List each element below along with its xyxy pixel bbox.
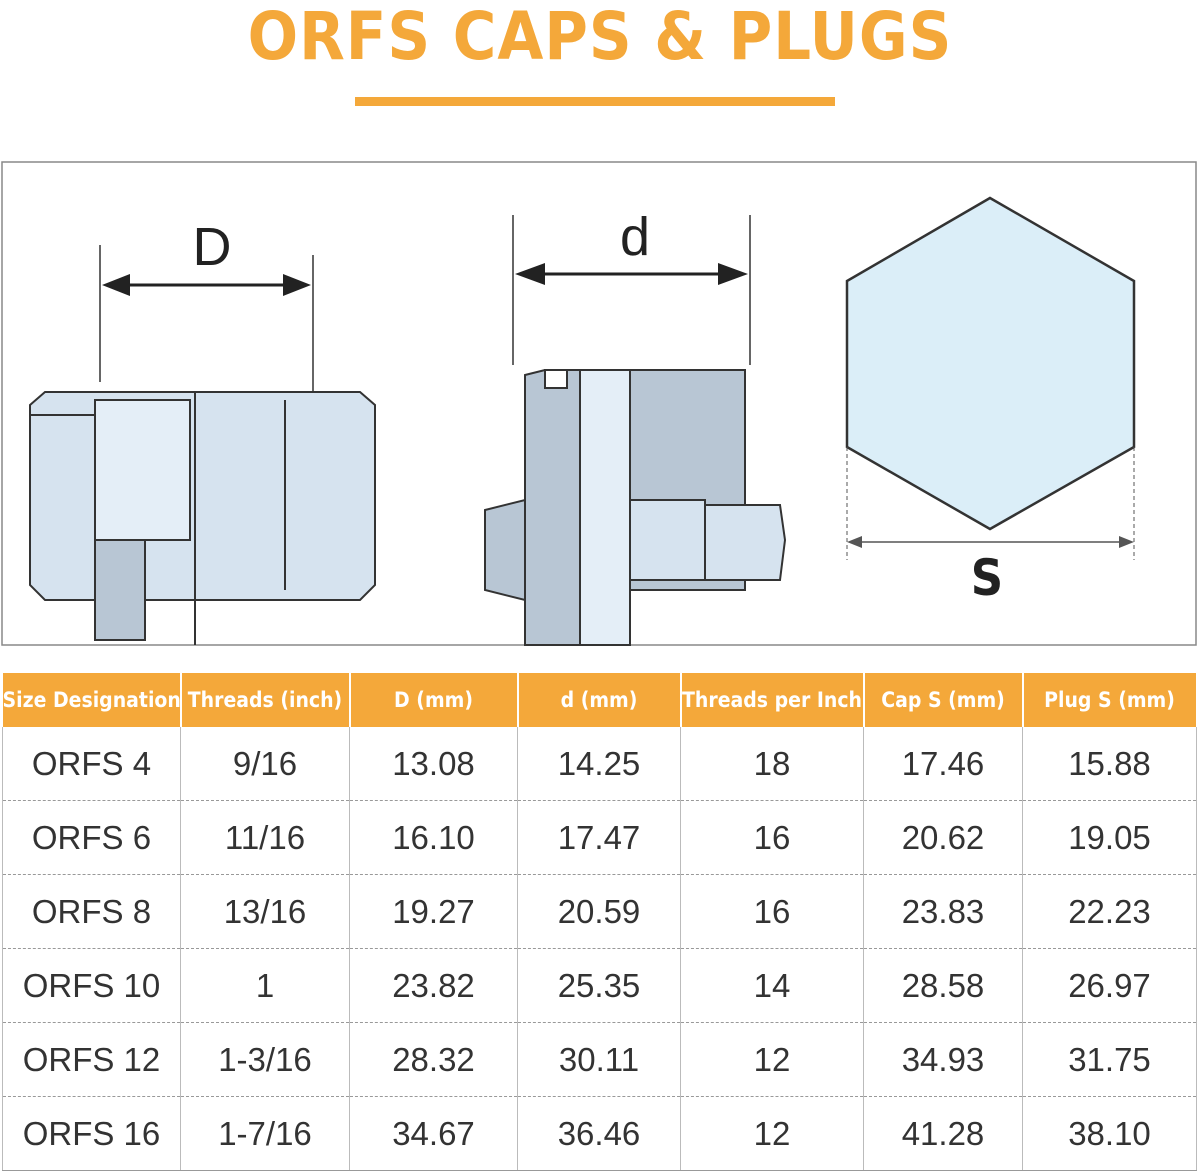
table-cell: 19.27 [349, 874, 518, 949]
table-row: ORFS 16 1-7/16 34.67 36.46 12 41.28 38.10 [2, 1096, 1197, 1171]
column-header: Cap S (mm) [863, 673, 1024, 727]
table-cell: 11/16 [180, 800, 350, 875]
table-cell: 17.46 [863, 727, 1023, 801]
table-cell: 20.59 [517, 874, 681, 949]
column-header: Threads (inch) [180, 673, 351, 727]
table-cell: 34.93 [863, 1022, 1023, 1097]
table-cell: 22.23 [1022, 874, 1197, 949]
table-cell: 20.62 [863, 800, 1023, 875]
table-cell: 16 [680, 874, 864, 949]
table-cell: 23.83 [863, 874, 1023, 949]
table-row: ORFS 10 1 23.82 25.35 14 28.58 26.97 [2, 948, 1197, 1023]
table-cell: 19.05 [1022, 800, 1197, 875]
table-cell: 15.88 [1022, 727, 1197, 801]
table-cell: 1 [180, 948, 350, 1023]
table-cell: 28.58 [863, 948, 1023, 1023]
table-cell: 13/16 [180, 874, 350, 949]
table-cell: 25.35 [517, 948, 681, 1023]
table-cell: 14 [680, 948, 864, 1023]
table-cell: 18 [680, 727, 864, 801]
table-cell: 26.97 [1022, 948, 1197, 1023]
table-cell: 12 [680, 1096, 864, 1171]
table-cell: 23.82 [349, 948, 518, 1023]
column-header: Size Designation [2, 673, 182, 727]
table-row: ORFS 6 11/16 16.10 17.47 16 20.62 19.05 [2, 800, 1197, 875]
table-cell: 34.67 [349, 1096, 518, 1171]
column-header: d (mm) [517, 673, 682, 727]
column-header: Threads per Inch [680, 673, 865, 727]
table-cell: ORFS 10 [2, 948, 181, 1023]
table-cell: ORFS 4 [2, 727, 181, 801]
table-cell: 13.08 [349, 727, 518, 801]
header-row: Size Designation Threads (inch) D (mm) d (m… [2, 673, 1198, 727]
table-cell: 9/16 [180, 727, 350, 801]
table-cell: 17.47 [517, 800, 681, 875]
table-cell: 30.11 [517, 1022, 681, 1097]
table-cell: 12 [680, 1022, 864, 1097]
table-cell: ORFS 12 [2, 1022, 181, 1097]
table-cell: 36.46 [517, 1096, 681, 1171]
table-cell: 16.10 [349, 800, 518, 875]
table-cell: 1-7/16 [180, 1096, 350, 1171]
title-underline [355, 97, 835, 106]
table-cell: 31.75 [1022, 1022, 1197, 1097]
table-cell: ORFS 16 [2, 1096, 181, 1171]
table-cell: ORFS 8 [2, 874, 181, 949]
table-row: ORFS 12 1-3/16 28.32 30.11 12 34.93 31.75 [2, 1022, 1197, 1097]
column-header: Plug S (mm) [1022, 673, 1198, 727]
table-row: ORFS 4 9/16 13.08 14.25 18 17.46 15.88 [2, 727, 1197, 801]
column-header: D (mm) [349, 673, 519, 727]
table-cell: 1-3/16 [180, 1022, 350, 1097]
dimension-label: D [193, 217, 232, 277]
diagram: D d S [1, 161, 1197, 646]
table-cell: 28.32 [349, 1022, 518, 1097]
table-cell: 14.25 [517, 727, 681, 801]
table-cell: 41.28 [863, 1096, 1023, 1171]
table-cell: 16 [680, 800, 864, 875]
title: ORFS CAPS & PLUGS [247, 0, 953, 75]
table-row: ORFS 8 13/16 19.27 20.59 16 23.83 22.23 [2, 874, 1197, 949]
dimension-label: d [620, 207, 650, 267]
table-cell: ORFS 6 [2, 800, 181, 875]
dimension-label: S [971, 549, 1003, 607]
table-cell: 38.10 [1022, 1096, 1197, 1171]
spec-table: Size Designation Threads (inch) D (mm) d (m… [2, 673, 1198, 1171]
